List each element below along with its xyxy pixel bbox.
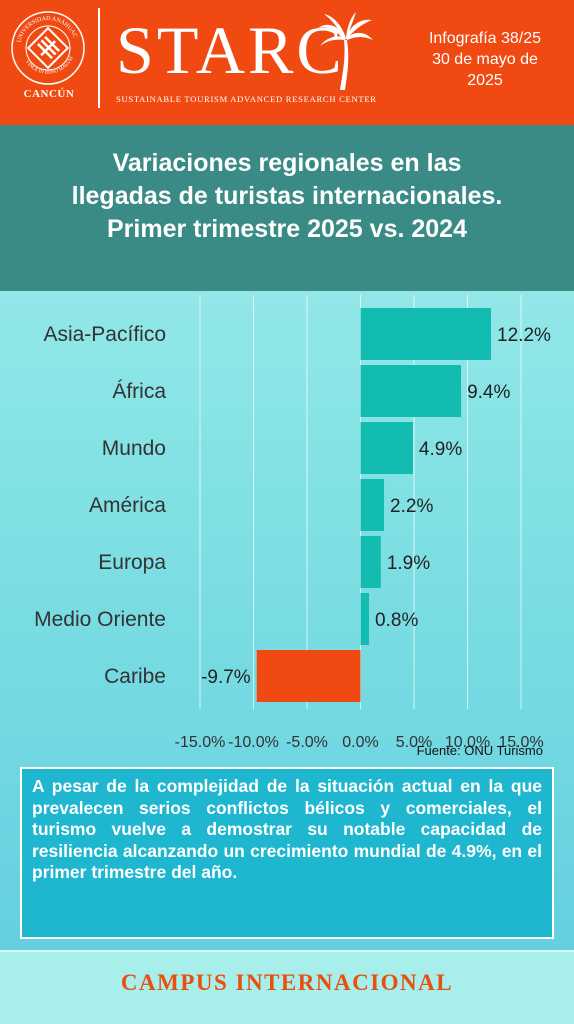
chart-title: Variaciones regionales en las llegadas d…: [0, 147, 574, 246]
year-line: 2025: [467, 72, 503, 89]
infographic-number: Infografía 38/25: [428, 30, 542, 47]
tick-label-0: -15.0%: [175, 734, 226, 751]
tick-label-2: -5.0%: [286, 734, 328, 751]
title-band: [0, 125, 574, 291]
tick-label-6: 15.0%: [498, 734, 543, 751]
starc-logo-text: STARC: [116, 12, 345, 88]
category-label-0: Asia-Pacífico: [43, 323, 166, 346]
university-seal-logo: UNIVERSIDAD ANÁHUAC VINCE IN BONO MALUM: [11, 11, 85, 85]
category-label-3: América: [89, 494, 166, 517]
data-label-1: 9.4%: [467, 382, 510, 403]
tick-label-5: 10.0%: [445, 734, 490, 751]
infographic-info: Infografía 38/25 30 de mayo de 2025: [405, 28, 565, 91]
category-label-1: África: [112, 380, 166, 403]
tagline: SUSTAINABLE TOURISM ADVANCED RESEARCH CE…: [116, 94, 377, 104]
data-label-5: 0.8%: [375, 610, 418, 631]
bar-chart: Asia-Pacífico 12.2% África 9.4% Mundo 4.9% Amé…: [34, 295, 551, 751]
summary-note: A pesar de la complejidad de la situació…: [20, 767, 554, 939]
category-label-5: Medio Oriente: [34, 608, 166, 631]
data-label-4: 1.9%: [387, 553, 430, 574]
footer-campus-label: CAMPUS INTERNACIONAL: [120, 970, 454, 995]
bar-3: [360, 479, 385, 531]
category-label-6: Caribe: [104, 665, 166, 688]
category-label-4: Europa: [98, 551, 166, 574]
title-line-1: Variaciones regionales en las: [112, 149, 462, 177]
bar-5: [360, 593, 370, 645]
bar-1: [360, 365, 462, 417]
bar-4: [360, 536, 381, 588]
palm-tree-icon: [318, 12, 373, 90]
tick-label-1: -10.0%: [228, 734, 279, 751]
title-line-2: llegadas de turistas internacionales.: [71, 182, 503, 210]
bar-2: [360, 422, 413, 474]
title-line-3: Primer trimestre 2025 vs. 2024: [107, 215, 467, 243]
tick-label-3: 0.0%: [342, 734, 378, 751]
source-label: Fuente: ONU Turismo: [416, 743, 543, 758]
bar-6: [256, 650, 361, 702]
bar-0: [360, 308, 492, 360]
tick-label-4: 5.0%: [396, 734, 432, 751]
campus-label: CANCÚN: [23, 88, 75, 100]
footer-band: [0, 950, 574, 1024]
data-label-0: 12.2%: [497, 325, 551, 346]
category-label-2: Mundo: [102, 437, 166, 460]
date-line: 30 de mayo de: [432, 51, 538, 68]
data-label-3: 2.2%: [390, 496, 433, 517]
header-divider: [98, 8, 100, 108]
data-label-2: 4.9%: [419, 439, 462, 460]
header-banner: UNIVERSIDAD ANÁHUAC VINCE IN BONO MALUM …: [0, 0, 574, 125]
data-label-6: -9.7%: [201, 667, 251, 688]
